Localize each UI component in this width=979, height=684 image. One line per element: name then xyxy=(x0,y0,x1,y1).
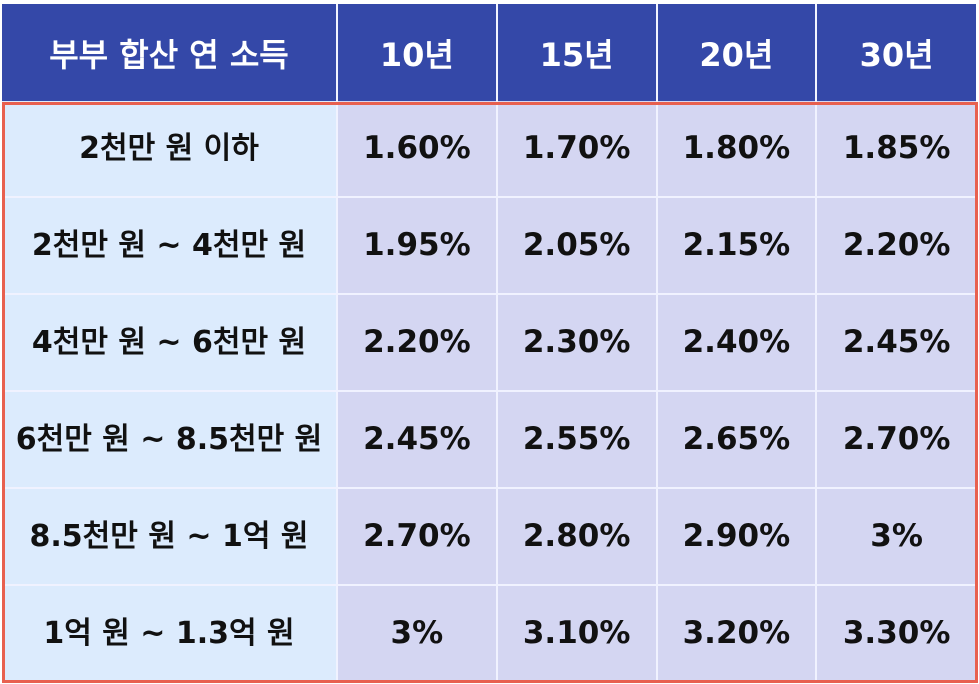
income-bracket-cell: 6천만 원 ~ 8.5천만 원 xyxy=(2,390,337,488)
rate-cell: 3.30% xyxy=(815,584,976,681)
rate-cell: 1.80% xyxy=(655,101,817,197)
interest-rate-table: 부부 합산 연 소득 10년 15년 20년 30년 2천만 원 이하 1.60… xyxy=(2,4,976,681)
header-income: 부부 합산 연 소득 xyxy=(2,4,337,101)
rate-cell: 2.20% xyxy=(815,196,976,294)
income-bracket-cell: 2천만 원 이하 xyxy=(2,101,337,197)
rate-cell: 2.20% xyxy=(336,293,497,391)
rate-cell: 2.80% xyxy=(495,487,657,585)
rate-cell: 2.55% xyxy=(495,390,657,488)
rate-cell: 2.15% xyxy=(655,196,817,294)
rate-cell: 1.60% xyxy=(336,101,497,197)
rate-cell: 3.20% xyxy=(655,584,817,681)
rate-cell: 2.40% xyxy=(655,293,817,391)
rate-cell: 2.90% xyxy=(655,487,817,585)
header-term-20y: 20년 xyxy=(655,4,817,101)
rate-cell: 1.95% xyxy=(336,196,497,294)
table-row: 8.5천만 원 ~ 1억 원 2.70% 2.80% 2.90% 3% xyxy=(2,487,976,585)
table-row: 1억 원 ~ 1.3억 원 3% 3.10% 3.20% 3.30% xyxy=(2,584,976,681)
income-bracket-cell: 8.5천만 원 ~ 1억 원 xyxy=(2,487,337,585)
table-row: 2천만 원 이하 1.60% 1.70% 1.80% 1.85% xyxy=(2,101,976,197)
rate-cell: 2.70% xyxy=(815,390,976,488)
rate-cell: 2.05% xyxy=(495,196,657,294)
rate-cell: 3% xyxy=(336,584,497,681)
header-term-10y: 10년 xyxy=(336,4,497,101)
table-row: 4천만 원 ~ 6천만 원 2.20% 2.30% 2.40% 2.45% xyxy=(2,293,976,391)
rate-cell: 2.45% xyxy=(336,390,497,488)
income-bracket-cell: 2천만 원 ~ 4천만 원 xyxy=(2,196,337,294)
table-row: 2천만 원 ~ 4천만 원 1.95% 2.05% 2.15% 2.20% xyxy=(2,196,976,294)
header-term-15y: 15년 xyxy=(495,4,657,101)
income-bracket-cell: 1억 원 ~ 1.3억 원 xyxy=(2,584,337,681)
rate-cell: 2.70% xyxy=(336,487,497,585)
rate-cell: 3% xyxy=(815,487,976,585)
income-bracket-cell: 4천만 원 ~ 6천만 원 xyxy=(2,293,337,391)
rate-cell: 2.65% xyxy=(655,390,817,488)
rate-cell: 1.85% xyxy=(815,101,976,197)
rate-cell: 2.30% xyxy=(495,293,657,391)
table-header-row: 부부 합산 연 소득 10년 15년 20년 30년 xyxy=(2,4,976,101)
rate-cell: 1.70% xyxy=(495,101,657,197)
table-row: 6천만 원 ~ 8.5천만 원 2.45% 2.55% 2.65% 2.70% xyxy=(2,390,976,488)
rate-cell: 2.45% xyxy=(815,293,976,391)
header-term-30y: 30년 xyxy=(815,4,976,101)
rate-cell: 3.10% xyxy=(495,584,657,681)
